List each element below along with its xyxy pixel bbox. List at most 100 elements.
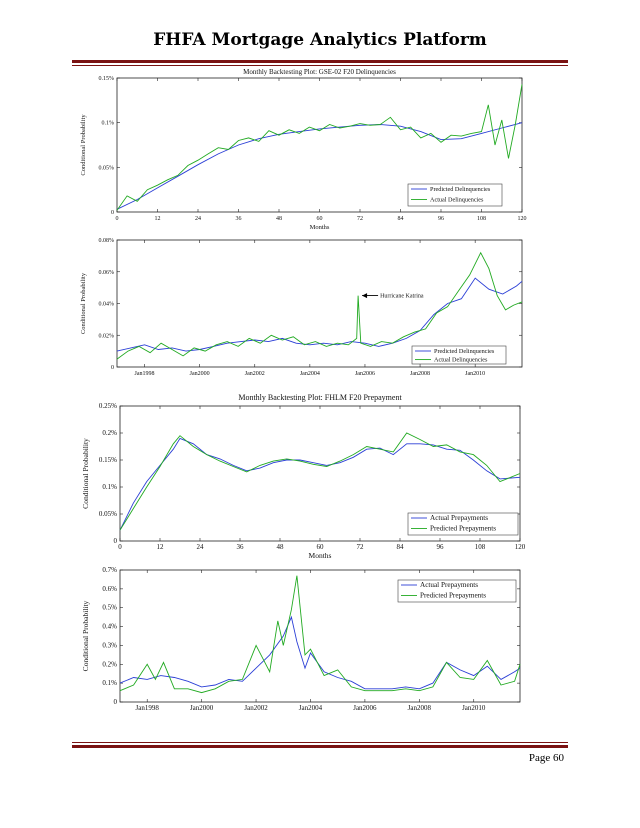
y-tick-label: 0.25%: [99, 402, 117, 410]
x-tick-label: 120: [518, 216, 527, 222]
x-tick-label: Jan1998: [136, 704, 160, 712]
y-tick-label: 0.1%: [102, 679, 117, 687]
series-line: [119, 432, 521, 531]
x-tick-label: Jan2010: [462, 704, 486, 712]
x-tick-label: 36: [237, 543, 245, 551]
x-tick-label: 96: [437, 543, 445, 551]
page-title: FHFA Mortgage Analytics Platform: [153, 30, 487, 50]
y-tick-label: 0.2%: [102, 660, 117, 668]
chart-prepayments-months: Monthly Backtesting Plot: FHLM F20 Prepa…: [81, 393, 526, 560]
footer-rule-thin: [72, 742, 568, 743]
y-tick-label: 0: [111, 365, 114, 371]
legend-entry: Predicted Delinquencies: [434, 348, 495, 355]
legend-entry: Predicted Delinquencies: [430, 186, 491, 193]
x-tick-label: Jan2008: [410, 371, 430, 377]
y-tick-label: 0.4%: [102, 623, 117, 631]
x-tick-label: Jan2006: [353, 704, 377, 712]
chart-title: Monthly Backtesting Plot: GSE-02 F20 Del…: [243, 68, 396, 76]
y-axis-label: Conditional Probability: [80, 114, 87, 176]
y-tick-label: 0.3%: [102, 641, 117, 649]
x-tick-label: 36: [236, 216, 242, 222]
y-tick-label: 0: [114, 537, 118, 545]
series-line: [116, 277, 523, 352]
x-tick-label: Jan2006: [355, 371, 375, 377]
y-axis-label: Conditional Probability: [80, 272, 87, 334]
legend-box: [411, 345, 507, 365]
annotation-label: Hurricane Katrina: [380, 294, 424, 300]
x-tick-label: Jan2008: [408, 704, 432, 712]
legend-box: [407, 512, 519, 536]
y-tick-label: 0.1%: [102, 121, 115, 127]
x-tick-label: 108: [475, 543, 486, 551]
header-rule-thick: [72, 60, 568, 63]
chart-delinquencies-months: Monthly Backtesting Plot: GSE-02 F20 Del…: [80, 68, 527, 231]
x-tick-label: Jan2002: [245, 371, 265, 377]
legend-entry: Predicted Prepayments: [420, 591, 486, 599]
y-tick-label: 0.05%: [99, 165, 115, 171]
page-number: Page 60: [528, 752, 564, 764]
x-tick-label: Jan2002: [244, 704, 268, 712]
y-tick-label: 0.04%: [99, 302, 115, 308]
y-tick-label: 0.06%: [99, 270, 115, 276]
series-line: [116, 251, 523, 360]
x-tick-label: 72: [357, 543, 365, 551]
legend-entry: Predicted Prepayments: [430, 524, 496, 532]
x-tick-label: 12: [157, 543, 165, 551]
y-tick-label: 0.15%: [99, 76, 115, 82]
x-tick-label: 0: [118, 543, 122, 551]
x-tick-label: 48: [277, 543, 285, 551]
x-tick-label: 84: [398, 216, 404, 222]
series-line: [119, 437, 521, 531]
x-axis-label: Months: [309, 551, 332, 560]
x-tick-label: 24: [195, 216, 201, 222]
chart-delinquencies-dates: Conditional Probability 0 0.02% 0.04% 0.06% 0…: [80, 238, 523, 377]
x-tick-label: Jan2010: [465, 371, 485, 377]
x-tick-label: Jan2000: [190, 371, 210, 377]
series-line: [119, 575, 521, 694]
y-tick-label: 0.6%: [102, 585, 117, 593]
x-tick-label: 24: [197, 543, 205, 551]
legend-entry: Actual Prepayments: [420, 581, 478, 589]
x-tick-label: 12: [155, 216, 161, 222]
legend-entry: Actual Prepayments: [430, 514, 488, 522]
x-axis-label: Months: [310, 224, 330, 231]
annotation-arrowhead: [362, 293, 368, 299]
legend-entry: Actual Delinquencies: [434, 357, 488, 364]
chart-title: Monthly Backtesting Plot: FHLM F20 Prepa…: [238, 393, 402, 402]
footer-rule-thick: [72, 745, 568, 748]
x-tick-label: 108: [477, 216, 486, 222]
x-tick-label: 96: [438, 216, 444, 222]
legend-entry: Actual Delinquencies: [430, 196, 484, 203]
series-line: [116, 122, 523, 210]
y-tick-label: 0: [114, 698, 118, 706]
x-tick-label: 0: [116, 216, 119, 222]
y-axis-label: Conditional Probability: [81, 600, 90, 671]
y-tick-label: 0.02%: [99, 333, 115, 339]
chart-prepayments-dates: Conditional Probability 0 0.1% 0.2% 0.3% 0.4%…: [81, 566, 521, 712]
x-tick-label: 60: [317, 216, 323, 222]
legend-box: [407, 183, 503, 207]
y-tick-label: 0.7%: [102, 566, 117, 574]
y-tick-label: 0.1%: [102, 483, 117, 491]
x-tick-label: 48: [276, 216, 282, 222]
x-tick-label: 60: [317, 543, 325, 551]
legend-box: [397, 579, 517, 603]
y-tick-label: 0.05%: [99, 510, 117, 518]
x-tick-label: 84: [397, 543, 405, 551]
header-rule-thin: [72, 65, 568, 66]
y-tick-label: 0.5%: [102, 604, 117, 612]
series-line: [116, 84, 523, 211]
x-tick-label: Jan2004: [300, 371, 320, 377]
x-tick-label: 120: [515, 543, 526, 551]
x-tick-label: Jan2004: [299, 704, 323, 712]
y-tick-label: 0: [111, 210, 114, 216]
x-tick-label: Jan2000: [190, 704, 214, 712]
series-line: [119, 615, 521, 690]
y-tick-label: 0.08%: [99, 238, 115, 244]
x-tick-label: 72: [357, 216, 363, 222]
x-tick-label: Jan1998: [135, 371, 155, 377]
y-axis-label: Conditional Probability: [81, 438, 90, 509]
y-tick-label: 0.2%: [102, 429, 117, 437]
y-tick-label: 0.15%: [99, 456, 117, 464]
